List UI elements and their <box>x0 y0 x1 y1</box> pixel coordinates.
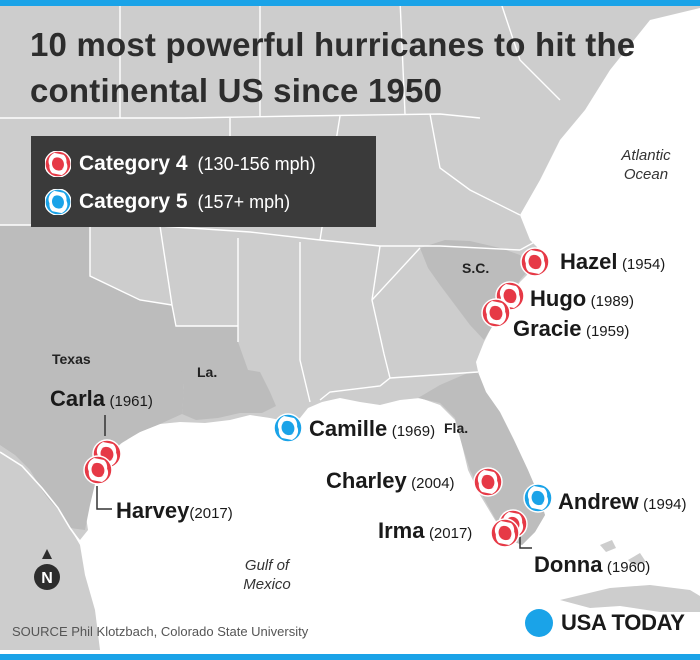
storm-year: (2017) <box>189 505 233 522</box>
storm-label-hazel: Hazel (1954) <box>560 249 665 275</box>
storm-andrew-icon <box>523 483 553 513</box>
storm-name: Hugo <box>530 286 587 311</box>
bottom-accent-bar <box>0 654 700 660</box>
gulf-of-mexico-label: Gulf of Mexico <box>243 557 291 593</box>
region-label-louisiana: La. <box>197 364 218 380</box>
storm-name: Harvey <box>116 498 190 523</box>
storm-year: (1989) <box>590 293 635 310</box>
storm-year: (1959) <box>585 323 630 340</box>
legend-range: (130-156 mph) <box>197 153 316 174</box>
storm-harvey-icon <box>83 455 113 485</box>
brand-dot-icon <box>525 609 553 637</box>
storm-camille-icon <box>273 413 303 443</box>
storm-name: Andrew <box>558 489 639 514</box>
cuba-shape <box>560 585 700 612</box>
region-label-texas: Texas <box>52 351 91 367</box>
legend-item-category-4: Category 4 (130-156 mph) <box>45 148 316 180</box>
storm-year: (2017) <box>428 525 473 542</box>
hurricane-icon <box>45 189 71 215</box>
brand-logo: USA TODAY <box>525 609 685 637</box>
storm-name: Carla <box>50 386 106 411</box>
storm-donna-icon <box>490 518 520 548</box>
legend-label: Category 4 <box>79 152 188 175</box>
storm-label-donna: Donna (1960) <box>534 552 650 578</box>
storm-year: (1969) <box>391 423 436 440</box>
storm-label-gracie: Gracie (1959) <box>513 316 629 342</box>
storm-year: (1954) <box>621 256 666 273</box>
source-note: SOURCE Phil Klotzbach, Colorado State Un… <box>12 624 309 639</box>
atlantic-ocean-label: Atlantic Ocean <box>621 147 671 183</box>
storm-hazel-icon <box>520 247 550 277</box>
mexico-land <box>0 445 100 650</box>
hurricane-icon <box>45 151 71 177</box>
compass-letter: N <box>41 570 53 587</box>
storm-name: Charley <box>326 468 407 493</box>
florida-peninsula <box>418 372 545 545</box>
storm-name: Donna <box>534 552 603 577</box>
storm-name: Gracie <box>513 316 582 341</box>
storm-label-irma: Irma (2017) <box>378 518 472 544</box>
storm-label-carla: Carla (1961) <box>50 386 153 412</box>
storm-year: (1961) <box>109 393 153 410</box>
storm-year: (1960) <box>606 559 651 576</box>
storm-label-harvey: Harvey(2017) <box>116 498 233 524</box>
state-borders <box>0 0 590 402</box>
texas-shape <box>0 225 184 530</box>
region-label-south-carolina: S.C. <box>462 260 490 276</box>
storm-name: Hazel <box>560 249 618 274</box>
storm-year: (1994) <box>643 496 687 513</box>
rio-grande-border <box>0 451 81 543</box>
storm-label-andrew: Andrew (1994) <box>558 489 687 515</box>
louisiana-shape <box>176 326 276 420</box>
legend-label: Category 5 <box>79 190 188 213</box>
region-label-florida: Fla. <box>444 420 469 436</box>
bahamas-shape <box>600 540 646 566</box>
storm-name: Camille <box>309 416 388 441</box>
legend: Category 4 (130-156 mph) Category 5 (157… <box>31 136 376 227</box>
harvey-leader <box>96 486 112 510</box>
north-arrow-icon: N <box>34 549 60 590</box>
storm-label-charley: Charley (2004) <box>326 468 455 494</box>
storm-gracie-icon <box>481 298 511 328</box>
top-accent-bar <box>0 0 700 6</box>
legend-range: (157+ mph) <box>197 191 291 212</box>
page-title: 10 most powerful hurricanes to hit the c… <box>30 26 636 109</box>
brand-name: USA TODAY <box>561 610 685 635</box>
storm-name: Irma <box>378 518 425 543</box>
storm-label-camille: Camille (1969) <box>309 416 435 442</box>
storm-charley-icon <box>473 467 503 497</box>
storm-label-hugo: Hugo (1989) <box>530 286 634 312</box>
legend-item-category-5: Category 5 (157+ mph) <box>45 186 290 218</box>
south-carolina-shape <box>420 240 532 340</box>
storm-year: (2004) <box>411 475 455 492</box>
